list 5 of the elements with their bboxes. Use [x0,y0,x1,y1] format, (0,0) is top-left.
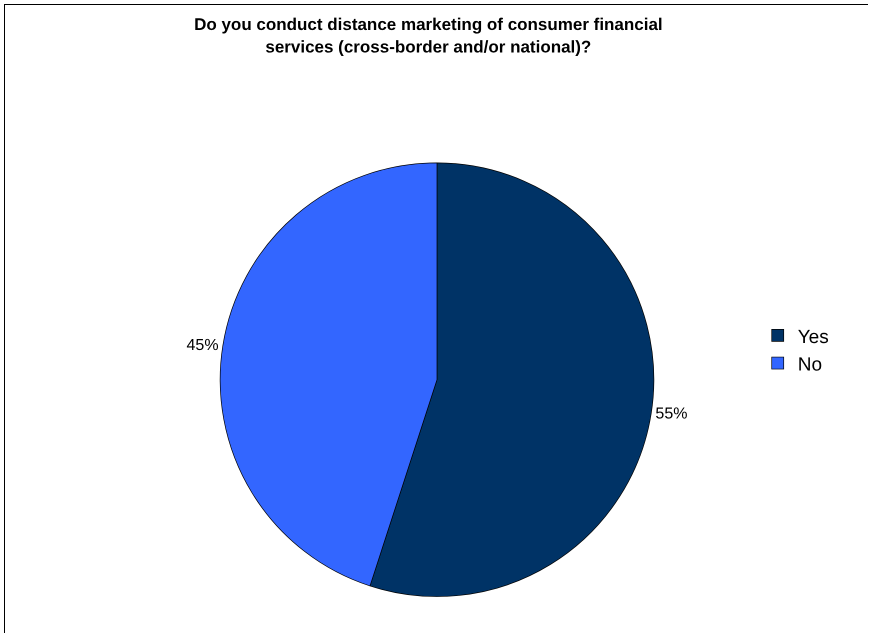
legend-label: No [798,354,822,376]
chart-title: Do you conduct distance marketing of consumer financial services (cross-border and/or national)? [194,15,663,56]
legend-label: Yes [798,326,829,348]
data-label: 45% [186,337,219,354]
data-label: 55% [655,405,688,422]
